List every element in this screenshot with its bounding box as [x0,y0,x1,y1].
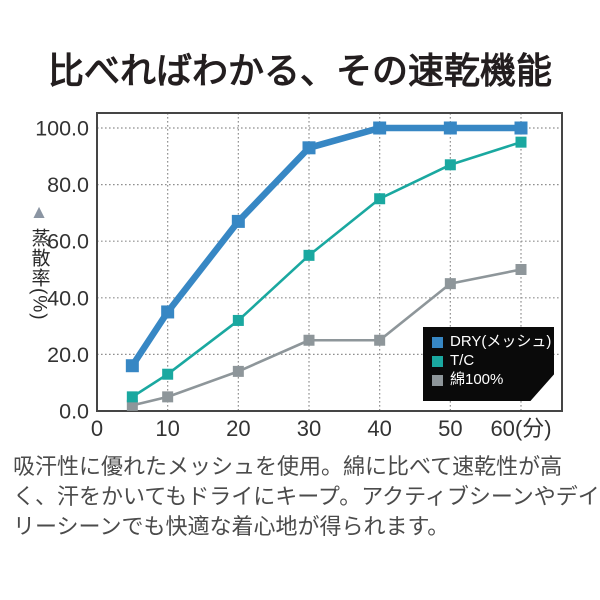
x-tick-label: 60(分) [490,416,551,441]
legend-swatch-tc-icon [432,355,443,367]
data-point-marker [303,249,315,261]
y-tick-label: 0.0 [59,400,89,424]
data-point-marker [444,159,456,171]
data-point-marker [232,314,244,326]
legend-item-dry: DRY(メッシュ) [432,334,551,350]
y-tick-label: 80.0 [47,173,89,197]
data-point-marker [126,391,138,403]
data-point-marker [374,193,386,205]
x-tick-label: 30 [297,416,321,441]
data-point-marker [515,264,527,275]
y-axis-title: 蒸散率(%) [28,228,50,321]
data-point-marker [303,334,315,346]
data-point-marker [232,365,244,377]
y-axis-tick-labels: 0.0 20.0 40.0 60.0 80.0 100.0 [35,117,89,424]
legend-swatch-cotton-icon [432,374,443,386]
legend-item-tc: T/C [432,353,546,369]
data-point-marker [162,391,174,403]
description-text: 吸汗性に優れたメッシュを使用。綿に比べて速乾性が高 く、汗をかいてもドライにキー… [13,452,600,542]
x-tick-label: 20 [226,416,250,441]
x-tick-label: 50 [438,416,462,441]
series-綿100% [126,264,527,411]
y-tick-label: 100.0 [35,117,89,141]
description-line-2: く、汗をかいてもドライにキープ。アクティブシーンやデイ [13,484,600,509]
data-point-marker [444,278,456,290]
x-tick-label: 0 [91,416,103,441]
data-point-marker [443,121,457,135]
legend-item-cotton: 綿100% [432,372,546,388]
data-point-marker [373,121,387,135]
chart-legend: DRY(メッシュ) T/C 綿100% [423,327,554,401]
legend-swatch-dry-icon [432,336,443,348]
y-axis-label: ▲ 蒸散率(%) [24,203,54,321]
y-tick-label: 20.0 [47,343,89,367]
plot-border [96,112,563,412]
legend-label-cotton: 綿100% [450,371,504,388]
page-title: 比べればわかる、その速乾機能 [47,50,552,91]
data-point-marker [126,399,138,411]
data-point-marker [231,214,245,228]
x-axis-tick-labels: 0 10 20 30 40 50 60(分) [91,416,552,441]
data-point-marker [161,305,175,319]
data-point-marker [515,136,527,148]
data-point-marker [125,359,139,373]
series-T/C [126,136,527,403]
series-DRY(メッシュ) [125,121,528,373]
data-point-marker [162,368,174,380]
y-tick-label: 60.0 [47,230,89,254]
legend-label-dry: DRY(メッシュ) [450,333,552,350]
triangle-up-icon: ▲ [29,202,49,223]
legend-label-tc: T/C [450,352,475,369]
data-point-marker [302,141,316,155]
description-line-1: 吸汗性に優れたメッシュを使用。綿に比べて速乾性が高 [13,454,563,479]
x-tick-label: 10 [155,416,179,441]
data-point-marker [374,334,386,346]
data-point-marker [514,121,528,135]
y-tick-label: 40.0 [47,286,89,310]
description-line-3: リーシーンでも快適な着心地が得られます。 [13,514,450,539]
x-tick-label: 40 [367,416,391,441]
